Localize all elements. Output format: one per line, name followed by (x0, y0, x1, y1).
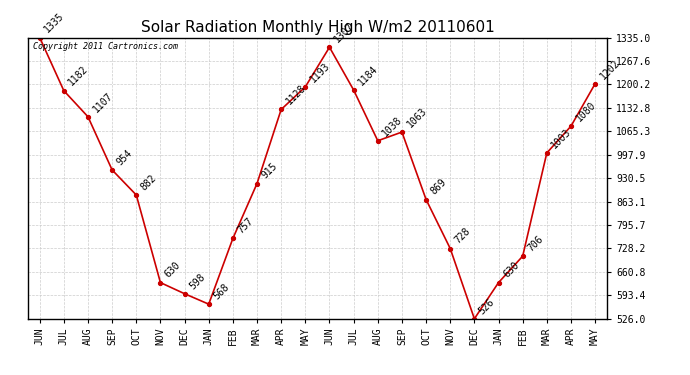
Text: 757: 757 (236, 216, 255, 236)
Text: 598: 598 (188, 272, 207, 291)
Title: Solar Radiation Monthly High W/m2 20110601: Solar Radiation Monthly High W/m2 201106… (141, 20, 494, 35)
Text: 1307: 1307 (333, 21, 356, 45)
Text: 630: 630 (164, 260, 183, 280)
Text: 728: 728 (453, 226, 473, 246)
Text: 1038: 1038 (381, 114, 404, 138)
Text: 869: 869 (429, 177, 448, 197)
Text: 1080: 1080 (574, 100, 598, 123)
Text: 1063: 1063 (405, 106, 428, 129)
Text: 568: 568 (212, 282, 231, 302)
Text: 954: 954 (115, 148, 135, 167)
Text: 915: 915 (260, 161, 279, 181)
Text: 1184: 1184 (357, 63, 380, 87)
Text: 1128: 1128 (284, 83, 308, 106)
Text: 1202: 1202 (598, 57, 622, 81)
Text: 1182: 1182 (67, 64, 90, 88)
Text: 706: 706 (526, 234, 545, 254)
Text: 1107: 1107 (91, 90, 115, 114)
Text: Copyright 2011 Cartronics.com: Copyright 2011 Cartronics.com (33, 42, 179, 51)
Text: 1193: 1193 (308, 60, 332, 84)
Text: 630: 630 (502, 260, 521, 280)
Text: 1003: 1003 (550, 126, 573, 150)
Text: 526: 526 (477, 297, 497, 316)
Text: 1335: 1335 (43, 11, 66, 35)
Text: 882: 882 (139, 172, 159, 192)
